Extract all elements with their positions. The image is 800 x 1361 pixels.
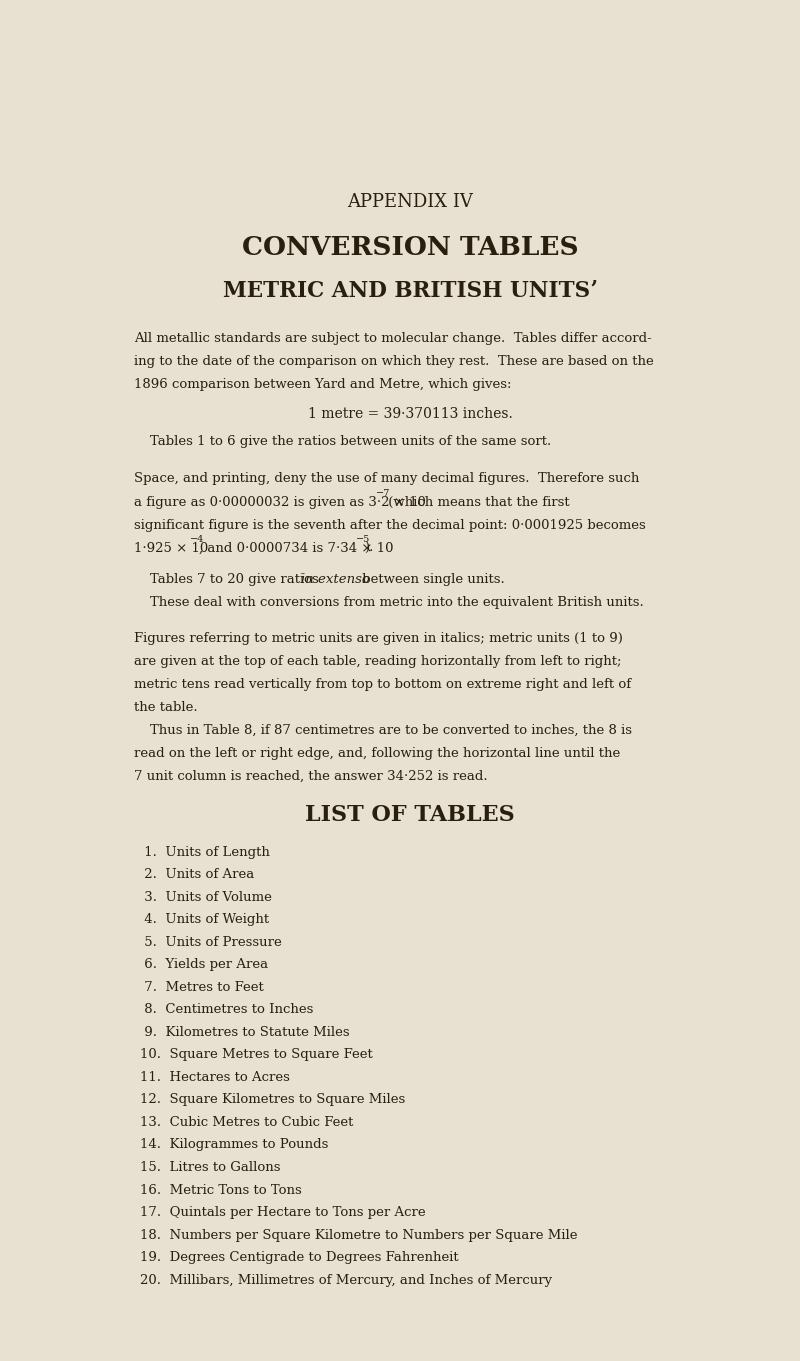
- Text: Tables 7 to 20 give ratios: Tables 7 to 20 give ratios: [150, 573, 322, 587]
- Text: 12.  Square Kilometres to Square Miles: 12. Square Kilometres to Square Miles: [140, 1093, 406, 1106]
- Text: These deal with conversions from metric into the equivalent British units.: These deal with conversions from metric …: [150, 596, 643, 610]
- Text: APPENDIX IV: APPENDIX IV: [347, 193, 473, 211]
- Text: 2.  Units of Area: 2. Units of Area: [140, 868, 254, 881]
- Text: read on the left or right edge, and, following the horizontal line until the: read on the left or right edge, and, fol…: [134, 747, 620, 759]
- Text: Figures referring to metric units are given in italics; metric units (1 to 9): Figures referring to metric units are gi…: [134, 632, 623, 645]
- Text: 8.  Centimetres to Inches: 8. Centimetres to Inches: [140, 1003, 314, 1017]
- Text: 1.  Units of Length: 1. Units of Length: [140, 845, 270, 859]
- Text: 15.  Litres to Gallons: 15. Litres to Gallons: [140, 1161, 281, 1175]
- Text: Space, and printing, deny the use of many decimal figures.  Therefore such: Space, and printing, deny the use of man…: [134, 472, 639, 486]
- Text: −5: −5: [356, 535, 370, 544]
- Text: a figure as 0·00000032 is given as 3·2 × 10: a figure as 0·00000032 is given as 3·2 ×…: [134, 495, 426, 509]
- Text: CONVERSION TABLES: CONVERSION TABLES: [242, 234, 578, 260]
- Text: 17.  Quintals per Hectare to Tons per Acre: 17. Quintals per Hectare to Tons per Acr…: [140, 1206, 426, 1219]
- Text: ).: ).: [364, 542, 374, 555]
- Text: 1 metre = 39·370113 inches.: 1 metre = 39·370113 inches.: [308, 407, 512, 422]
- Text: 4.  Units of Weight: 4. Units of Weight: [140, 913, 270, 925]
- Text: 10.  Square Metres to Square Feet: 10. Square Metres to Square Feet: [140, 1048, 373, 1062]
- Text: 9.  Kilometres to Statute Miles: 9. Kilometres to Statute Miles: [140, 1026, 350, 1038]
- Text: the table.: the table.: [134, 701, 198, 715]
- Text: −7: −7: [376, 489, 390, 498]
- Text: All metallic standards are subject to molecular change.  Tables differ accord-: All metallic standards are subject to mo…: [134, 332, 652, 346]
- Text: Tables 1 to 6 give the ratios between units of the same sort.: Tables 1 to 6 give the ratios between un…: [150, 434, 551, 448]
- Text: 3.  Units of Volume: 3. Units of Volume: [140, 890, 272, 904]
- Text: significant figure is the seventh after the decimal point: 0·0001925 becomes: significant figure is the seventh after …: [134, 519, 646, 532]
- Text: are given at the top of each table, reading horizontally from left to right;: are given at the top of each table, read…: [134, 655, 622, 668]
- Text: , and 0·0000734 is 7·34 × 10: , and 0·0000734 is 7·34 × 10: [198, 542, 393, 555]
- Text: between single units.: between single units.: [358, 573, 505, 587]
- Text: 14.  Kilogrammes to Pounds: 14. Kilogrammes to Pounds: [140, 1138, 329, 1151]
- Text: 5.  Units of Pressure: 5. Units of Pressure: [140, 935, 282, 949]
- Text: 7.  Metres to Feet: 7. Metres to Feet: [140, 981, 264, 994]
- Text: 13.  Cubic Metres to Cubic Feet: 13. Cubic Metres to Cubic Feet: [140, 1116, 354, 1128]
- Text: metric tens read vertically from top to bottom on extreme right and left of: metric tens read vertically from top to …: [134, 678, 631, 691]
- Text: 18.  Numbers per Square Kilometre to Numbers per Square Mile: 18. Numbers per Square Kilometre to Numb…: [140, 1229, 578, 1241]
- Text: 20.  Millibars, Millimetres of Mercury, and Inches of Mercury: 20. Millibars, Millimetres of Mercury, a…: [140, 1274, 553, 1286]
- Text: 1896 comparison between Yard and Metre, which gives:: 1896 comparison between Yard and Metre, …: [134, 378, 512, 391]
- Text: 7 unit column is reached, the answer 34·252 is read.: 7 unit column is reached, the answer 34·…: [134, 770, 488, 783]
- Text: 6.  Yields per Area: 6. Yields per Area: [140, 958, 269, 972]
- Text: 16.  Metric Tons to Tons: 16. Metric Tons to Tons: [140, 1184, 302, 1196]
- Text: LIST OF TABLES: LIST OF TABLES: [305, 803, 515, 826]
- Text: 19.  Degrees Centigrade to Degrees Fahrenheit: 19. Degrees Centigrade to Degrees Fahren…: [140, 1251, 459, 1264]
- Text: Thus in Table 8, if 87 centimetres are to be converted to inches, the 8 is: Thus in Table 8, if 87 centimetres are t…: [150, 724, 632, 738]
- Text: 11.  Hectares to Acres: 11. Hectares to Acres: [140, 1071, 290, 1083]
- Text: in extenso: in extenso: [302, 573, 370, 587]
- Text: −4: −4: [190, 535, 205, 544]
- Text: METRIC AND BRITISH UNITSʼ: METRIC AND BRITISH UNITSʼ: [222, 279, 598, 302]
- Text: 1·925 × 10: 1·925 × 10: [134, 542, 208, 555]
- Text: (which means that the first: (which means that the first: [384, 495, 570, 509]
- Text: ing to the date of the comparison on which they rest.  These are based on the: ing to the date of the comparison on whi…: [134, 355, 654, 367]
